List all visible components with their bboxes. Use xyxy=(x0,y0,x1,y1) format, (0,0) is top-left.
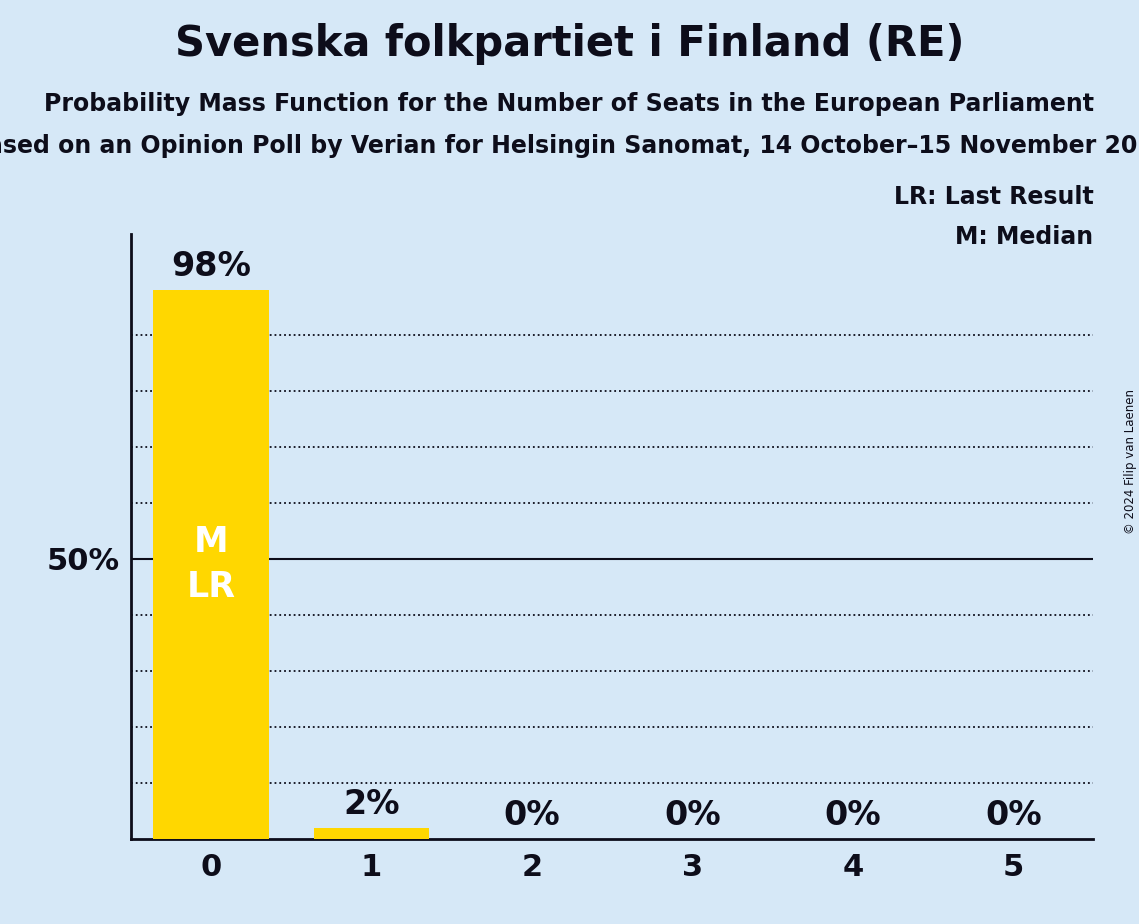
Text: Probability Mass Function for the Number of Seats in the European Parliament: Probability Mass Function for the Number… xyxy=(44,92,1095,116)
Text: M
LR: M LR xyxy=(187,525,236,603)
Text: Based on an Opinion Poll by Verian for Helsingin Sanomat, 14 October–15 November: Based on an Opinion Poll by Verian for H… xyxy=(0,134,1139,158)
Text: 2%: 2% xyxy=(343,788,400,821)
Text: 0%: 0% xyxy=(985,799,1041,833)
Text: LR: Last Result: LR: Last Result xyxy=(894,186,1093,210)
Text: 0%: 0% xyxy=(503,799,560,833)
Text: 0%: 0% xyxy=(825,799,882,833)
Text: 0%: 0% xyxy=(664,799,721,833)
Text: 98%: 98% xyxy=(171,250,251,283)
Text: © 2024 Filip van Laenen: © 2024 Filip van Laenen xyxy=(1124,390,1137,534)
Text: M: Median: M: Median xyxy=(956,225,1093,249)
Text: Svenska folkpartiet i Finland (RE): Svenska folkpartiet i Finland (RE) xyxy=(174,23,965,65)
Bar xyxy=(314,828,429,839)
Bar xyxy=(154,290,269,839)
